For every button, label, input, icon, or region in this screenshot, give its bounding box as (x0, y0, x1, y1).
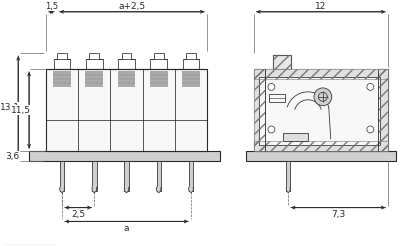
Bar (92, 161, 96, 191)
Text: 3,6: 3,6 (5, 152, 20, 161)
Bar (46, 69, 207, 151)
Bar (274, 55, 291, 69)
Polygon shape (189, 187, 193, 193)
Bar (150, 71, 168, 87)
Text: 13,1: 13,1 (0, 103, 20, 112)
Text: 1,5: 1,5 (45, 2, 58, 11)
Bar (29, 151, 220, 161)
Polygon shape (156, 187, 161, 193)
Bar (258, 77, 380, 145)
Bar (118, 71, 135, 87)
Bar (254, 141, 388, 151)
Polygon shape (124, 187, 129, 193)
Text: a: a (124, 224, 129, 233)
Bar (254, 69, 266, 151)
Bar (254, 141, 388, 151)
Bar (254, 69, 388, 79)
Circle shape (367, 83, 374, 90)
Bar (254, 69, 388, 151)
Text: 12: 12 (315, 2, 326, 11)
Bar (378, 69, 388, 151)
Bar (254, 69, 266, 151)
Bar (274, 55, 291, 69)
Bar (53, 71, 71, 87)
Circle shape (268, 126, 275, 133)
Circle shape (314, 88, 332, 106)
Bar (86, 71, 103, 87)
Bar (189, 161, 193, 191)
Polygon shape (60, 187, 64, 193)
Bar (246, 151, 396, 161)
Bar (156, 161, 161, 191)
Circle shape (367, 126, 374, 133)
Polygon shape (92, 187, 96, 193)
Bar (60, 161, 64, 191)
Bar (254, 69, 388, 79)
Bar (124, 161, 129, 191)
Polygon shape (286, 187, 290, 193)
Bar (254, 69, 388, 151)
Text: 7,3: 7,3 (331, 210, 345, 219)
Text: a+2,5: a+2,5 (118, 2, 146, 11)
Circle shape (268, 83, 275, 90)
Bar (286, 161, 290, 191)
Text: 2,5: 2,5 (71, 210, 85, 219)
Text: 11,5: 11,5 (11, 106, 31, 115)
Bar (270, 94, 285, 102)
Bar (378, 69, 388, 151)
Bar (283, 133, 308, 141)
Bar (182, 71, 200, 87)
